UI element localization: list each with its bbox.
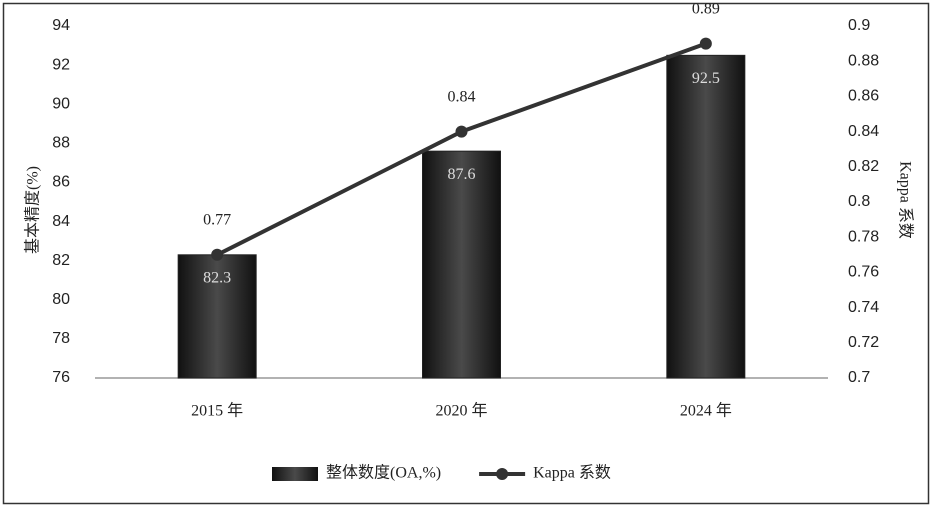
y2-tick-label: 0.82 xyxy=(848,158,879,175)
y2-tick-label: 0.74 xyxy=(848,299,879,316)
bar xyxy=(177,254,257,379)
bar xyxy=(666,54,746,379)
y2-tick-label: 0.88 xyxy=(848,52,879,69)
line-value-label: 0.77 xyxy=(203,211,231,228)
line-value-label: 0.84 xyxy=(448,88,476,105)
y2-tick-label: 0.8 xyxy=(848,193,870,210)
bar-value-label: 82.3 xyxy=(203,269,231,286)
y-tick-label: 82 xyxy=(52,252,70,269)
x-tick-label: 2015 年 xyxy=(191,402,243,420)
y-tick-label: 80 xyxy=(52,291,70,308)
y-tick-label: 88 xyxy=(52,135,70,152)
y-tick-label: 78 xyxy=(52,330,70,347)
line-marker xyxy=(211,248,224,261)
bar xyxy=(422,150,501,379)
bar-value-label: 87.6 xyxy=(448,166,476,183)
y2-tick-label: 0.78 xyxy=(848,228,879,245)
legend-label: Kappa 系数 xyxy=(533,464,611,482)
y2-tick-label: 0.86 xyxy=(848,88,879,105)
y2-axis-label: Kappa 系数 xyxy=(896,161,914,239)
y-axis-label: 基本精度(%) xyxy=(24,166,42,254)
x-tick-label: 2024 年 xyxy=(680,402,732,420)
y2-tick-label: 0.76 xyxy=(848,264,879,281)
bar-value-label: 92.5 xyxy=(692,70,720,87)
legend-label: 整体数度(OA,%) xyxy=(326,464,441,482)
y2-tick-label: 0.7 xyxy=(848,369,870,386)
y-tick-label: 94 xyxy=(52,17,70,34)
y-tick-label: 92 xyxy=(52,56,70,73)
line-value-label: 0.89 xyxy=(692,0,720,17)
legend-swatch-marker xyxy=(496,468,509,480)
y2-tick-label: 0.9 xyxy=(848,17,870,34)
y-tick-label: 84 xyxy=(52,213,70,230)
y2-tick-label: 0.72 xyxy=(848,334,879,351)
y-tick-label: 90 xyxy=(52,95,70,112)
y-tick-label: 86 xyxy=(52,174,70,191)
line-marker xyxy=(699,37,712,50)
x-tick-label: 2020 年 xyxy=(435,402,487,420)
line-marker xyxy=(455,125,468,138)
y-tick-label: 76 xyxy=(52,369,70,386)
legend-swatch xyxy=(272,467,318,481)
y2-tick-label: 0.84 xyxy=(848,123,879,140)
